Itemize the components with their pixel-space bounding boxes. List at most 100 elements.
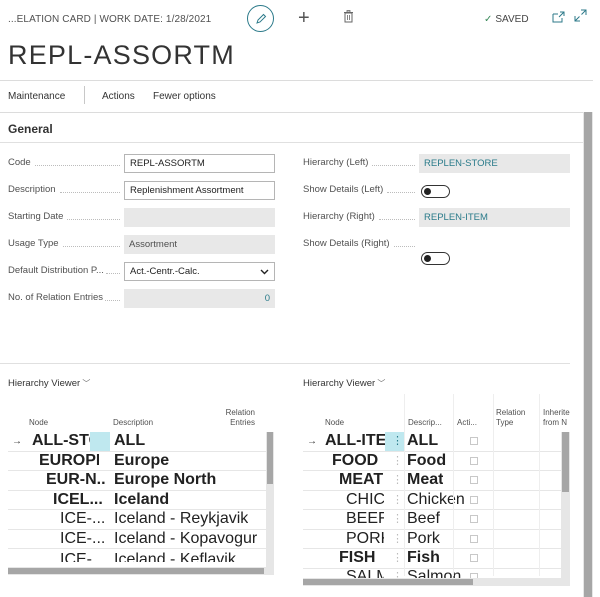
divider	[0, 142, 583, 143]
default-distribution-select[interactable]: Act.-Centr.-Calc.	[124, 262, 275, 281]
description-cell: Meat	[407, 471, 444, 489]
active-checkbox[interactable]	[470, 554, 478, 563]
row-actions-icon[interactable]: ⋮	[392, 454, 403, 467]
field-label-hierarchy-left: Hierarchy (Left)	[303, 157, 419, 168]
relation-entries-count[interactable]: 0	[124, 289, 275, 308]
column-header-active[interactable]: Acti...	[457, 418, 478, 427]
active-checkbox[interactable]	[470, 534, 478, 543]
description-cell: Chicken	[407, 490, 465, 508]
row-actions-icon[interactable]: ⋮	[392, 435, 403, 448]
table-row[interactable]: ICE-... Iceland - Kopavogur	[8, 529, 266, 549]
row-actions-icon[interactable]: ⋮	[392, 513, 403, 526]
table-row[interactable]: ICEL... Iceland	[8, 490, 266, 510]
active-checkbox[interactable]	[470, 515, 478, 524]
expand-button[interactable]	[574, 9, 587, 27]
active-checkbox[interactable]	[470, 476, 478, 485]
left-grid-hscroll-thumb[interactable]	[8, 568, 264, 574]
table-row[interactable]: EUR-N... Europe North	[8, 471, 266, 491]
active-checkbox[interactable]	[470, 495, 478, 504]
usage-type-field: Assortment	[124, 235, 275, 254]
active-checkbox[interactable]	[470, 456, 478, 465]
description-cell: Pork	[407, 529, 440, 547]
pencil-icon	[255, 13, 266, 24]
description-field[interactable]: Replenishment Assortment	[124, 181, 275, 200]
delete-button[interactable]	[343, 10, 354, 28]
table-row[interactable]: → ALL-STOR... ALL	[8, 432, 266, 452]
field-label-show-details-left: Show Details (Left)	[303, 184, 419, 195]
new-record-button[interactable]: +	[298, 8, 310, 28]
show-details-left-toggle[interactable]	[421, 185, 450, 198]
left-viewer-title[interactable]: Hierarchy Viewer ﹀	[8, 378, 91, 389]
description-cell: Iceland - Kopavogur	[114, 529, 258, 547]
right-grid-vscroll-thumb[interactable]	[562, 432, 569, 492]
row-actions-icon[interactable]: ⋮	[392, 493, 403, 506]
field-label-relation-entries: No. of Relation Entries	[8, 292, 124, 303]
column-header-relation-type[interactable]: Relation Type	[496, 408, 526, 427]
menu-actions[interactable]: Actions	[102, 91, 135, 102]
column-divider	[404, 394, 405, 576]
field-label-show-details-right: Show Details (Right)	[303, 238, 419, 249]
chevron-down-icon	[260, 269, 269, 274]
node-cell: ICEL...	[53, 490, 103, 508]
column-header-inherited[interactable]: Inherite from N	[543, 408, 570, 427]
table-row[interactable]: ICE-... Iceland - Reykjavik	[8, 510, 266, 530]
chevron-down-icon: ﹀	[80, 379, 91, 388]
column-header-node[interactable]: Node	[325, 418, 345, 427]
menu-fewer-options[interactable]: Fewer options	[153, 91, 216, 102]
right-hierarchy-grid: Node Descrip... Acti... Relation Type In…	[303, 394, 570, 586]
section-general-title[interactable]: General	[8, 122, 53, 136]
current-row-arrow-icon: →	[12, 435, 22, 447]
column-header-description[interactable]: Descrip...	[408, 418, 442, 427]
table-row[interactable]: FISH ⋮ Fish	[303, 549, 561, 569]
description-cell: Fish	[407, 549, 440, 567]
show-details-right-toggle[interactable]	[421, 252, 450, 265]
edit-button[interactable]	[247, 5, 274, 32]
node-cell: ICE-...	[60, 529, 106, 547]
row-actions-icon[interactable]: ⋮	[392, 532, 403, 545]
field-label-usage-type: Usage Type	[8, 238, 124, 249]
checkmark-icon: ✓	[484, 14, 493, 25]
hierarchy-left-field[interactable]: REPLEN-STORE	[419, 154, 570, 173]
table-row[interactable]: BEEF ⋮ Beef	[303, 510, 561, 530]
description-cell: ALL	[407, 432, 439, 450]
plus-icon: +	[298, 7, 310, 29]
row-actions-icon[interactable]: ⋮	[392, 570, 403, 583]
table-row[interactable]: FOOD ⋮ Food	[303, 452, 561, 471]
table-row[interactable]: MEAT ⋮ Meat	[303, 471, 561, 491]
row-actions-icon[interactable]: ⋮	[392, 474, 403, 487]
table-row[interactable]: PORK ⋮ Pork	[303, 529, 561, 549]
node-cell: ICE-...	[60, 551, 106, 562]
description-cell: Iceland	[114, 490, 170, 508]
left-grid-vscrollbar[interactable]	[266, 432, 274, 567]
column-header-description[interactable]: Description	[113, 418, 154, 427]
menu-maintenance[interactable]: Maintenance	[8, 91, 66, 102]
page-scrollbar-thumb[interactable]	[584, 112, 592, 597]
open-new-window-button[interactable]	[552, 10, 565, 28]
left-grid-vscroll-thumb[interactable]	[267, 432, 273, 484]
hierarchy-right-field[interactable]: REPLEN-ITEM	[419, 208, 570, 227]
right-grid-vscrollbar[interactable]	[561, 432, 570, 578]
node-cell: CHICK...	[346, 490, 384, 508]
open-new-window-icon	[552, 11, 565, 23]
divider	[0, 80, 593, 81]
row-marker	[385, 432, 404, 451]
node-cell: MEAT	[339, 471, 384, 489]
table-row[interactable]: ICE-... Iceland - Keflavik	[8, 549, 266, 562]
toggle-knob	[424, 188, 431, 195]
divider	[0, 112, 593, 113]
code-field[interactable]: REPL-ASSORTM	[124, 154, 275, 173]
column-header-relation-entries[interactable]: Relation Entries	[225, 408, 255, 427]
column-header-node[interactable]: Node	[29, 418, 49, 427]
table-row[interactable]: CHICK... ⋮ Chicken	[303, 490, 561, 510]
active-checkbox[interactable]	[470, 437, 478, 446]
right-grid-hscroll-thumb[interactable]	[303, 579, 473, 585]
right-viewer-title[interactable]: Hierarchy Viewer ﹀	[303, 378, 386, 389]
row-actions-icon[interactable]: ⋮	[392, 552, 403, 565]
trash-icon	[344, 10, 353, 23]
expand-icon	[574, 9, 587, 22]
